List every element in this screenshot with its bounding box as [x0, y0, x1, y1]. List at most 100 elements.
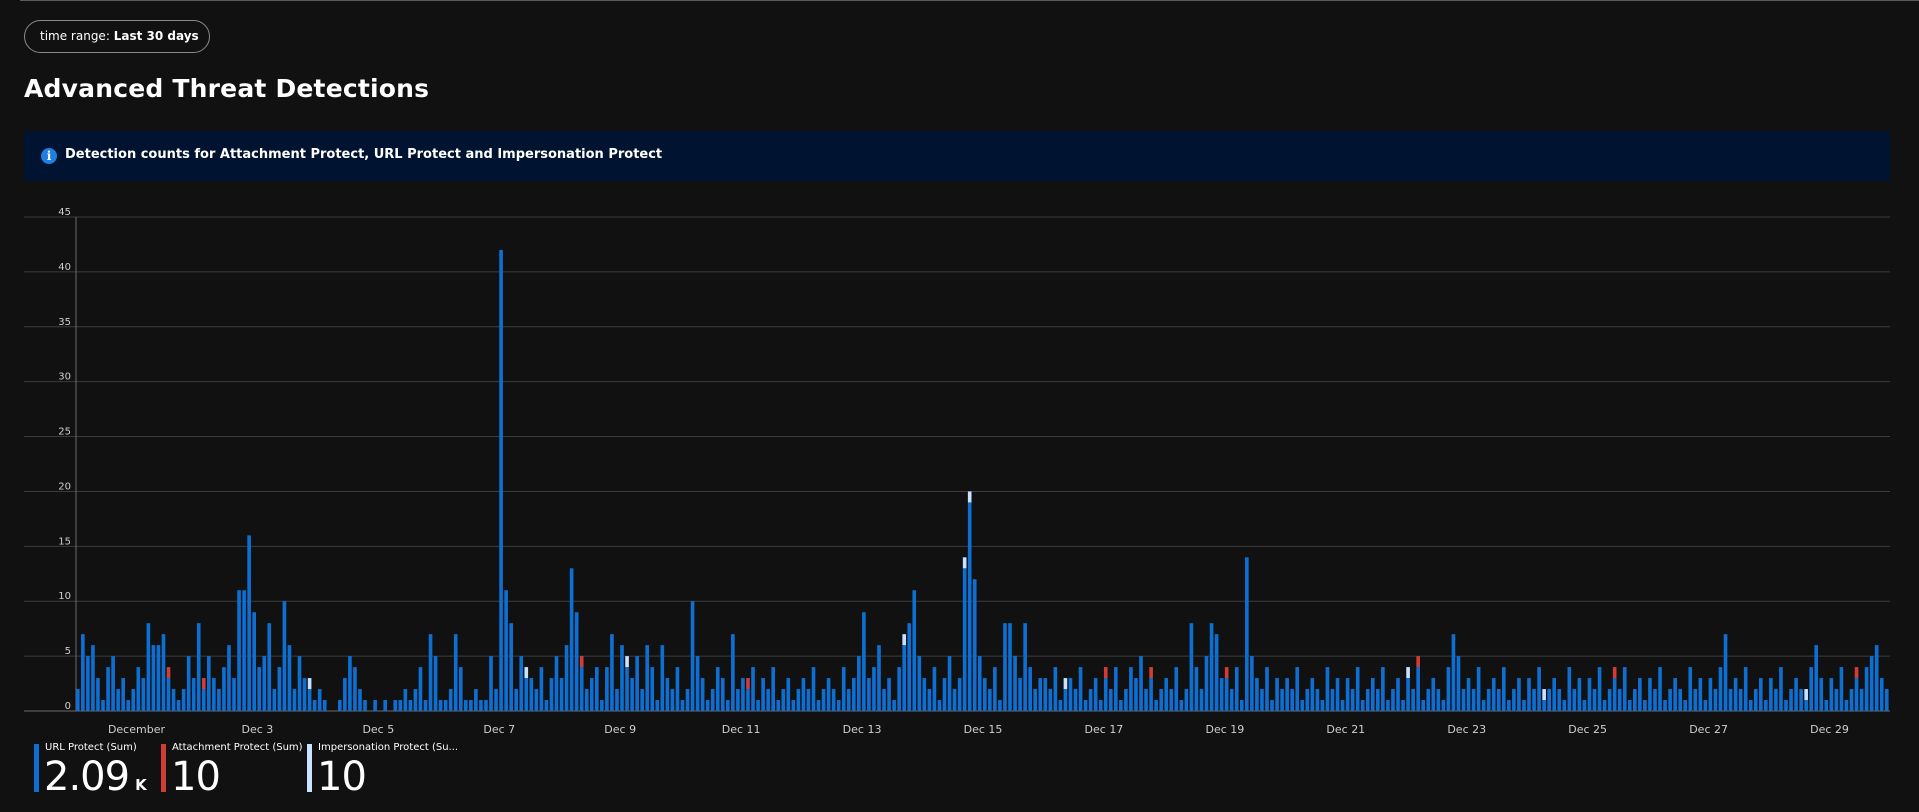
legend-url-value: 2.09 — [44, 754, 130, 800]
x-tick-label: December — [108, 723, 166, 735]
bar-mark — [821, 689, 826, 711]
bar-mark — [247, 535, 251, 711]
bar-mark — [584, 689, 589, 711]
bar-mark — [1038, 678, 1043, 711]
bar-mark — [650, 667, 655, 711]
bar-mark — [1335, 678, 1340, 711]
bar-mark — [106, 667, 110, 711]
bar-mark — [1204, 656, 1209, 711]
bar-mark — [1869, 656, 1874, 711]
bar-mark — [1124, 689, 1128, 711]
bar-mark — [983, 678, 987, 711]
bar-mark — [176, 700, 181, 711]
bar-mark — [504, 590, 508, 711]
bar-mark — [484, 700, 488, 711]
bar-mark — [1491, 678, 1496, 711]
bar-mark — [1088, 689, 1093, 711]
bar-mark — [423, 700, 428, 711]
bar-mark — [443, 700, 448, 711]
bar-mark — [166, 667, 171, 679]
bar-mark — [625, 656, 629, 668]
bar-mark — [811, 667, 816, 711]
bar-mark — [1275, 678, 1279, 711]
bar-mark — [1194, 667, 1199, 711]
bar-mark — [1350, 689, 1355, 711]
bar-mark — [1386, 700, 1390, 711]
bar-mark — [312, 700, 317, 711]
bar-mark — [1592, 689, 1597, 711]
bar-mark — [257, 667, 262, 711]
chart-grid — [24, 216, 1890, 712]
bar-mark — [1239, 700, 1244, 711]
bar-mark — [700, 678, 705, 711]
bar-mark — [1456, 656, 1461, 711]
legend-url-swatch — [34, 744, 39, 792]
bar-mark — [846, 689, 851, 711]
bar-mark — [1507, 700, 1511, 711]
bar-mark — [897, 667, 901, 711]
bar-mark — [307, 678, 312, 690]
bar-mark — [1532, 689, 1536, 711]
bar-mark — [292, 689, 297, 711]
bar-mark — [252, 612, 256, 711]
bar-mark — [600, 700, 604, 711]
bar-mark — [1779, 667, 1783, 711]
bar-mark — [151, 645, 156, 711]
bar-mark — [796, 689, 801, 711]
bar-mark — [1804, 689, 1808, 701]
bar-mark — [836, 700, 841, 711]
bar-mark — [242, 590, 246, 711]
bar-mark — [841, 667, 846, 711]
bar-mark — [741, 678, 745, 711]
bar-mark — [1718, 667, 1723, 711]
bar-mark — [1859, 689, 1864, 711]
bar-mark — [534, 689, 539, 711]
bar-mark — [1572, 689, 1577, 711]
bar-mark — [1431, 678, 1436, 711]
bar-mark — [927, 689, 932, 711]
bar-mark — [685, 689, 690, 711]
bar-mark — [408, 700, 413, 711]
bar-mark — [1053, 667, 1058, 711]
bar-mark — [1764, 700, 1768, 711]
bar-mark — [1753, 689, 1758, 711]
bar-mark — [917, 656, 922, 711]
bar-mark — [1527, 678, 1531, 711]
bar-mark — [877, 645, 881, 711]
bar-mark — [1567, 667, 1572, 711]
bar-mark — [1376, 689, 1380, 711]
bar-mark — [201, 678, 206, 690]
bar-mark — [1320, 700, 1325, 711]
bar-mark — [1743, 667, 1748, 711]
bar-mark — [1103, 667, 1108, 679]
bar-mark — [1229, 689, 1234, 711]
legend-attachment-value: 10 — [171, 754, 221, 800]
bar-mark — [589, 678, 594, 711]
bar-mark — [96, 678, 100, 711]
info-icon: i — [41, 148, 57, 164]
y-tick-label: 10 — [58, 591, 71, 602]
bar-mark — [1658, 667, 1662, 711]
bar-mark — [882, 689, 886, 711]
x-tick-label: Dec 15 — [964, 723, 1003, 735]
bar-mark — [1708, 678, 1713, 711]
bar-mark — [1406, 667, 1410, 679]
bar-mark — [131, 689, 136, 711]
bar-mark — [272, 689, 277, 711]
bar-mark — [1617, 689, 1622, 711]
bar-mark — [519, 656, 524, 711]
bar-mark — [529, 678, 534, 711]
bar-mark — [1577, 678, 1582, 711]
y-tick-label: 20 — [58, 481, 71, 492]
bar-mark — [564, 645, 569, 711]
bar-mark — [610, 634, 614, 711]
bar-mark — [282, 601, 287, 711]
time-range-filter[interactable]: time range: Last 30 days — [24, 20, 210, 53]
bar-mark — [1355, 667, 1360, 711]
bar-mark — [1461, 689, 1466, 711]
bar-mark — [363, 700, 367, 711]
bar-mark — [1758, 678, 1763, 711]
bar-mark — [398, 700, 403, 711]
bar-mark — [1824, 700, 1829, 711]
bar-mark — [524, 678, 529, 711]
